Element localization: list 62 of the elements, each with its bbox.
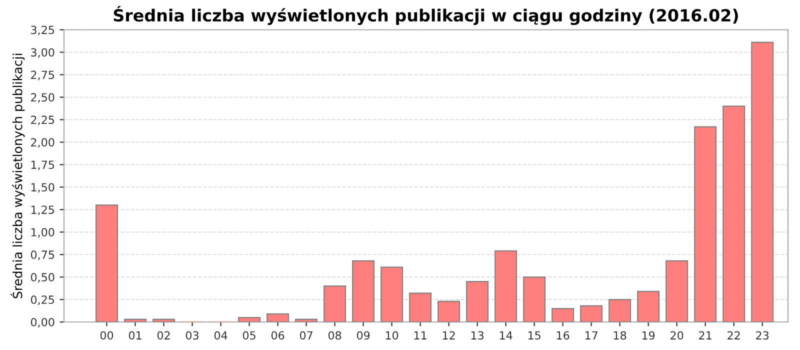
x-tick-label: 15 (528, 331, 540, 340)
bar (666, 260, 688, 322)
x-tick-label: 03 (186, 331, 198, 340)
bar (152, 318, 176, 322)
y-tick-label: 0,50 (30, 273, 54, 283)
y-tick-label: 1,50 (31, 183, 54, 193)
bar (380, 266, 404, 322)
x-tick-label: 14 (500, 331, 512, 340)
bar (751, 42, 774, 322)
bar (295, 318, 318, 322)
y-tick-label: 2,25 (31, 116, 54, 126)
bar (466, 280, 489, 322)
y-tick-label: 0,25 (30, 295, 54, 306)
bar (608, 298, 632, 322)
x-tick-label: 06 (271, 331, 284, 340)
y-axis-title: Średnia liczba wyświetlonych publikacji (10, 54, 25, 298)
bar (722, 106, 746, 322)
x-tick-label: 09 (356, 331, 370, 340)
x-tick-label: 01 (128, 331, 142, 340)
bar (324, 285, 346, 322)
x-tick-label: 21 (699, 331, 712, 340)
x-tick-label: 17 (585, 331, 598, 340)
x-tick-label: 23 (756, 331, 769, 340)
x-tick-label: 16 (556, 331, 570, 340)
y-tick-label: 1,25 (31, 206, 54, 216)
bar (552, 308, 574, 322)
bar (637, 290, 660, 322)
bar (266, 313, 290, 322)
bar (409, 292, 432, 322)
x-tick-label: 11 (414, 331, 426, 340)
bar (238, 316, 261, 322)
bar (352, 260, 375, 322)
x-tick-label: 00 (100, 331, 114, 340)
x-tick-label: 19 (642, 331, 655, 340)
y-tick-label: 1,75 (31, 160, 54, 170)
bar (494, 250, 518, 322)
y-tick-label: 0,75 (30, 250, 54, 260)
y-tick-label: 3,25 (31, 26, 54, 36)
bar (694, 126, 717, 322)
chart-title: Średnia liczba wyświetlonych publikacji w ciągu godziny (2016.02) (114, 6, 738, 26)
x-tick-label: 02 (157, 331, 170, 340)
bar (580, 305, 603, 322)
bar (96, 204, 118, 322)
y-tick-label: 2,00 (31, 138, 54, 148)
y-tick-label: 2,50 (31, 93, 54, 103)
y-tick-label: 0,00 (30, 318, 54, 328)
x-tick-label: 12 (442, 331, 455, 340)
x-tick-label: 13 (471, 331, 484, 340)
x-tick-label: 07 (300, 331, 312, 340)
y-tick-label: 2,75 (31, 70, 54, 80)
bar (124, 318, 147, 322)
x-tick-label: 22 (728, 331, 740, 340)
bar (438, 300, 460, 322)
y-tick-label: 3,00 (31, 48, 54, 58)
x-tick-label: 18 (614, 331, 626, 340)
bar (523, 276, 546, 322)
x-tick-label: 20 (670, 331, 684, 340)
y-tick-label: 1,00 (31, 228, 54, 238)
x-tick-label: 08 (328, 331, 342, 340)
x-tick-label: 05 (242, 331, 256, 340)
x-tick-label: 10 (386, 331, 398, 340)
x-tick-label: 04 (214, 331, 228, 340)
